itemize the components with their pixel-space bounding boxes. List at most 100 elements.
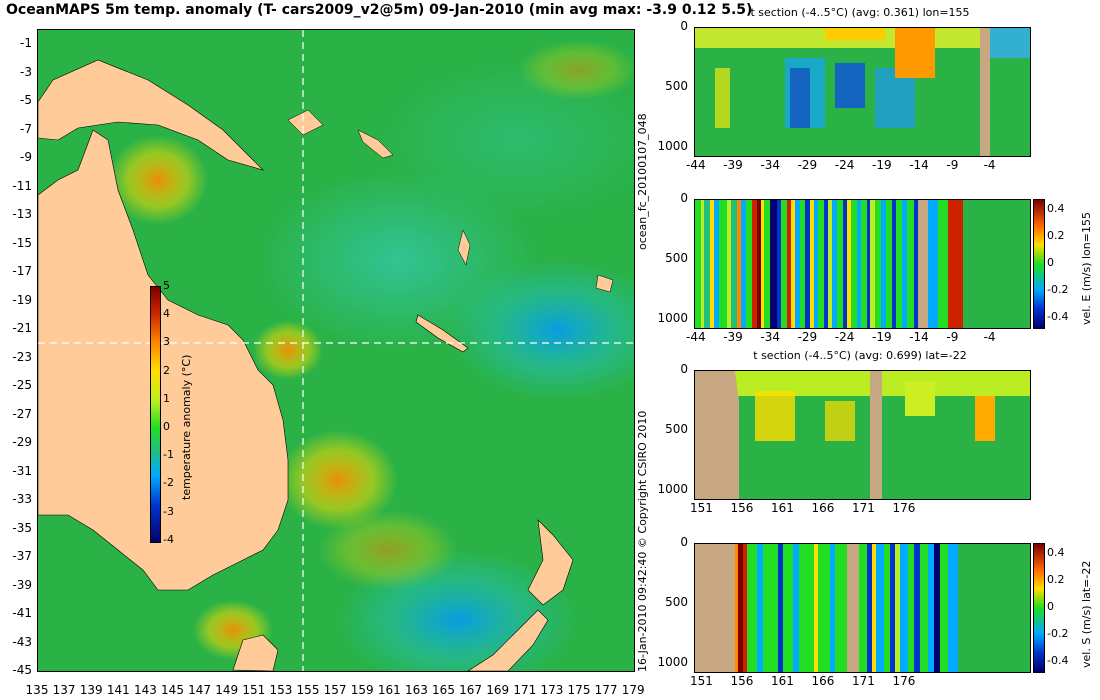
lon-tick-label: 165 bbox=[432, 683, 455, 697]
p4-ytick-label: 500 bbox=[665, 595, 688, 609]
velocity-stripe bbox=[695, 200, 701, 328]
velocity-stripe bbox=[896, 200, 902, 328]
lon-tick-label: 157 bbox=[323, 683, 347, 697]
p4-xtick-label: 176 bbox=[892, 674, 916, 688]
warm-anomaly-eac bbox=[278, 430, 398, 530]
colorbar-tick-label: 1 bbox=[163, 391, 170, 405]
panel3-canvas bbox=[695, 371, 1030, 499]
lat-tick-label: -43 bbox=[12, 634, 32, 649]
velocity-stripe bbox=[727, 200, 731, 328]
lat-tick-label: -25 bbox=[12, 378, 32, 392]
p2-colorbar-tick-label: 0 bbox=[1047, 256, 1054, 269]
velocity-stripe bbox=[867, 200, 870, 328]
velocity-stripe bbox=[886, 200, 892, 328]
lat-tick-label: -13 bbox=[12, 207, 32, 221]
lat-tick-label: -9 bbox=[20, 150, 32, 164]
velocity-stripe bbox=[695, 544, 735, 672]
lat-tick-label: -23 bbox=[12, 349, 32, 364]
lat-tick-label: -39 bbox=[12, 577, 32, 592]
p4-xtick-label: 161 bbox=[771, 674, 794, 688]
velocity-stripe bbox=[892, 200, 896, 328]
fiji-land bbox=[595, 274, 614, 293]
velocity-stripe bbox=[940, 544, 948, 672]
p2-xtick-label: -14 bbox=[909, 330, 929, 344]
new-caledonia-land bbox=[415, 314, 469, 353]
lat-tick-label: -5 bbox=[20, 93, 32, 107]
velocity-stripe bbox=[876, 544, 884, 672]
velocity-stripe bbox=[914, 200, 918, 328]
colorbar-tick-label: 0 bbox=[163, 420, 170, 433]
velocity-stripe bbox=[787, 200, 791, 328]
velocity-stripe bbox=[814, 200, 818, 328]
velocity-stripe bbox=[701, 200, 704, 328]
velocity-stripe bbox=[948, 200, 963, 328]
velocity-stripe bbox=[857, 200, 861, 328]
velocity-stripe bbox=[814, 544, 818, 672]
velocity-stripe bbox=[895, 544, 900, 672]
p2-xtick-label: -44 bbox=[686, 330, 706, 344]
lat-tick-label: -37 bbox=[12, 549, 32, 563]
p1-ytick-label: 1000 bbox=[657, 139, 688, 153]
p3-xtick-label: 151 bbox=[690, 501, 713, 515]
velocity-stripe bbox=[884, 544, 890, 672]
velocity-stripe bbox=[835, 544, 847, 672]
p4-colorbar-tick-label: 0.2 bbox=[1047, 573, 1065, 586]
velocity-stripe bbox=[914, 544, 920, 672]
tasmania-land bbox=[232, 634, 279, 671]
lat-tick-label: -7 bbox=[20, 121, 32, 136]
temperature-section-lat-22[interactable] bbox=[694, 370, 1031, 500]
p1-ytick-label: 500 bbox=[665, 79, 688, 93]
velocity-stripe bbox=[719, 200, 727, 328]
lon-tick-label: 179 bbox=[621, 683, 645, 697]
p3-ytick-label: 500 bbox=[665, 422, 688, 436]
temperature-section-lon155[interactable] bbox=[694, 27, 1031, 157]
lon-tick-label: 135 bbox=[25, 683, 49, 697]
panel1-title: t section (-4..5°C) (avg: 0.361) lon=155 bbox=[750, 6, 970, 19]
velocity-stripe bbox=[757, 200, 761, 328]
colorbar-tick-label: 2 bbox=[163, 363, 170, 377]
lon-tick-label: 167 bbox=[459, 683, 483, 697]
velocity-stripe bbox=[907, 200, 914, 328]
p3-ytick-label: 1000 bbox=[657, 482, 688, 496]
new-zealand-north-land bbox=[527, 519, 574, 606]
lat-tick-label: -19 bbox=[12, 292, 32, 307]
p2-xtick-label: -9 bbox=[946, 330, 959, 344]
velocity-stripe bbox=[800, 200, 805, 328]
model-run-label: ocean_fc_20100107_048 bbox=[636, 113, 649, 250]
p3-xtick-label: 171 bbox=[852, 501, 875, 515]
velocity-stripe bbox=[793, 544, 799, 672]
p3-xtick-label: 161 bbox=[771, 501, 794, 515]
p1-xtick-label: -24 bbox=[834, 158, 855, 172]
velocity-stripe bbox=[830, 544, 835, 672]
p1-xtick-label: -44 bbox=[686, 158, 706, 172]
velocity-stripe bbox=[928, 544, 934, 672]
lon-tick-label: 159 bbox=[350, 683, 374, 697]
velocity-east-section-lon155[interactable] bbox=[694, 199, 1031, 329]
lat-tick-label: -21 bbox=[12, 321, 32, 335]
p2-ytick-label: 500 bbox=[665, 251, 688, 265]
p4-colorbar-tick-label: 0.4 bbox=[1047, 546, 1065, 559]
velocity-stripe bbox=[763, 544, 778, 672]
new-guinea-land bbox=[38, 59, 265, 171]
temperature-anomaly-map[interactable] bbox=[37, 29, 635, 672]
p3-ytick-label: 0 bbox=[680, 362, 688, 376]
velocity-stripe bbox=[861, 200, 867, 328]
lon-tick-label: 151 bbox=[242, 683, 266, 697]
velocity-stripe bbox=[934, 544, 940, 672]
panel2-colorbar bbox=[1033, 199, 1045, 329]
lat-tick-label: -41 bbox=[12, 606, 32, 620]
p1-xtick-label: -39 bbox=[723, 158, 743, 172]
velocity-stripe bbox=[747, 544, 757, 672]
velocity-south-section-lat-22[interactable] bbox=[694, 543, 1031, 673]
velocity-stripe bbox=[875, 200, 881, 328]
velocity-stripe bbox=[710, 200, 714, 328]
p1-xtick-label: -29 bbox=[797, 158, 818, 172]
velocity-stripe bbox=[783, 544, 793, 672]
velocity-stripe bbox=[735, 544, 738, 672]
p4-colorbar-tick-label: -0.4 bbox=[1047, 654, 1069, 667]
p3-xtick-label: 166 bbox=[811, 501, 835, 515]
lon-tick-label: 153 bbox=[269, 683, 293, 697]
solomon-islands-land bbox=[357, 129, 394, 159]
velocity-stripe bbox=[757, 544, 763, 672]
p4-colorbar-tick-label: 0 bbox=[1047, 600, 1054, 613]
